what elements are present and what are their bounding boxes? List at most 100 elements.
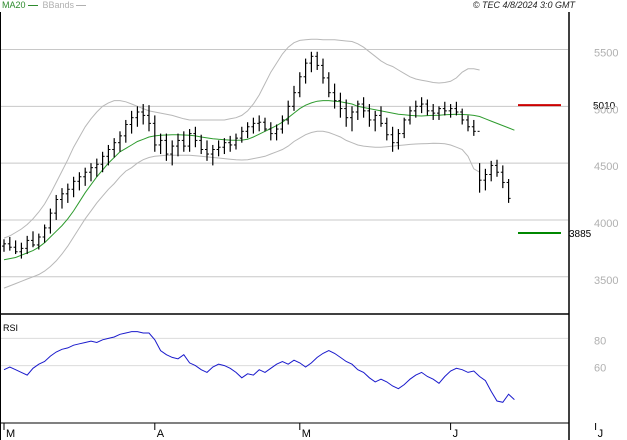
- price-tick-label: 3500: [594, 275, 618, 287]
- ohlc-bar: [448, 104, 453, 118]
- ohlc-bar: [135, 106, 140, 127]
- ohlc-bar: [60, 188, 64, 209]
- ohlc-bar: [2, 239, 6, 252]
- ohlc-bar: [460, 108, 465, 125]
- ohlc-bar: [425, 99, 430, 116]
- ohlc-bar: [7, 237, 12, 251]
- ohlc-bar: [326, 72, 331, 98]
- ohlc-bar: [170, 140, 175, 166]
- ohlc-bar: [373, 110, 378, 132]
- ohlc-bar: [466, 115, 470, 132]
- ohlc-bar: [315, 51, 320, 70]
- rsi-tick-label: 80: [594, 335, 606, 347]
- ohlc-bar: [471, 119, 476, 136]
- ohlc-bar: [454, 101, 459, 116]
- ohlc-bar: [158, 133, 163, 155]
- ohlc-bar: [280, 115, 285, 134]
- ohlc-bar: [350, 106, 354, 132]
- ohlc-bar: [268, 122, 273, 141]
- ohlc-bar: [129, 110, 134, 134]
- ohlc-bar: [390, 126, 395, 152]
- ohlc-bar: [19, 242, 24, 259]
- ohlc-bar: [112, 138, 117, 158]
- ohlc-bar: [419, 97, 424, 114]
- ohlc-bar: [106, 144, 111, 166]
- ohlc-bar: [257, 115, 262, 132]
- ohlc-bar: [442, 101, 447, 116]
- x-tick-label: M: [302, 428, 311, 440]
- ohlc-bar: [286, 100, 291, 125]
- ohlc-bar: [222, 138, 227, 155]
- rsi-tick-label: 60: [594, 363, 606, 375]
- ohlc-bar: [379, 106, 383, 127]
- ohlc-bar: [187, 129, 192, 152]
- x-tick-label: J: [598, 428, 604, 440]
- ohlc-bar: [123, 119, 128, 143]
- ohlc-bar: [483, 168, 488, 191]
- ohlc-bar: [54, 194, 59, 220]
- resistance-level-label: 5010: [593, 101, 616, 112]
- ohlc-bar: [83, 167, 88, 186]
- ohlc-bar: [228, 135, 233, 152]
- ohlc-bar: [176, 133, 180, 157]
- price-tick-label: 4000: [594, 218, 618, 230]
- bb-legend-label: BBands: [42, 0, 75, 10]
- ohlc-bar: [205, 140, 209, 161]
- ohlc-bar: [431, 104, 436, 120]
- ohlc-bar: [199, 134, 204, 155]
- ohlc-bar: [193, 126, 198, 148]
- chart-legend: MA20 BBands: [2, 0, 91, 10]
- ohlc-bar: [292, 85, 296, 111]
- ohlc-bar: [361, 97, 366, 118]
- ohlc-bar: [297, 72, 302, 98]
- ohlc-bar: [384, 117, 389, 141]
- rsi-line: [3, 331, 515, 403]
- ohlc-bar: [152, 115, 157, 152]
- price-tick-label: 4500: [594, 161, 618, 173]
- ohlc-bar: [210, 144, 215, 166]
- ohlc-bar: [506, 179, 511, 203]
- ohlc-bar: [344, 99, 349, 127]
- x-tick-label: A: [157, 428, 165, 440]
- ohlc-bar: [303, 58, 308, 84]
- ohlc-bar: [181, 131, 186, 152]
- ohlc-bar: [164, 133, 169, 161]
- ohlc-bar: [36, 233, 41, 250]
- ohlc-bar: [332, 83, 337, 109]
- ohlc-bar: [402, 117, 407, 139]
- ohlc-bar: [263, 117, 267, 132]
- ohlc-bar: [94, 158, 99, 177]
- ohlc-bar: [500, 165, 505, 189]
- ohlc-bar: [65, 183, 70, 203]
- rsi-panel-label: RSI: [3, 323, 18, 333]
- x-tick-label: M: [6, 428, 15, 440]
- ohlc-bar: [48, 208, 53, 234]
- ohlc-bar: [31, 231, 35, 248]
- ohlc-bar: [147, 105, 151, 132]
- ohlc-bar: [396, 129, 401, 150]
- copyright-timestamp: © TEC 4/8/2024 3:0 GMT: [472, 0, 575, 10]
- bband-lower-line: [3, 130, 480, 289]
- ohlc-bar: [367, 104, 372, 127]
- ohlc-bar: [234, 133, 238, 150]
- ohlc-bar: [437, 106, 441, 120]
- ma-legend-swatch: [27, 5, 38, 7]
- ohlc-bar: [251, 117, 256, 134]
- ma20-line: [3, 100, 515, 261]
- ohlc-bar: [100, 151, 105, 173]
- ohlc-bar: [274, 124, 279, 141]
- bb-legend-swatch: [76, 5, 87, 7]
- ohlc-bar: [13, 240, 18, 255]
- ohlc-bar: [309, 51, 314, 73]
- ohlc-bar: [25, 235, 30, 255]
- ohlc-bar: [71, 176, 76, 198]
- ohlc-bar: [355, 100, 360, 120]
- price-tick-label: 5000: [594, 104, 618, 116]
- ohlc-bar: [338, 92, 343, 118]
- ohlc-bar: [245, 122, 250, 139]
- ohlc-bar: [118, 131, 122, 152]
- ohlc-bar: [495, 159, 499, 177]
- ohlc-bar: [321, 58, 325, 84]
- ohlc-bar: [42, 224, 47, 243]
